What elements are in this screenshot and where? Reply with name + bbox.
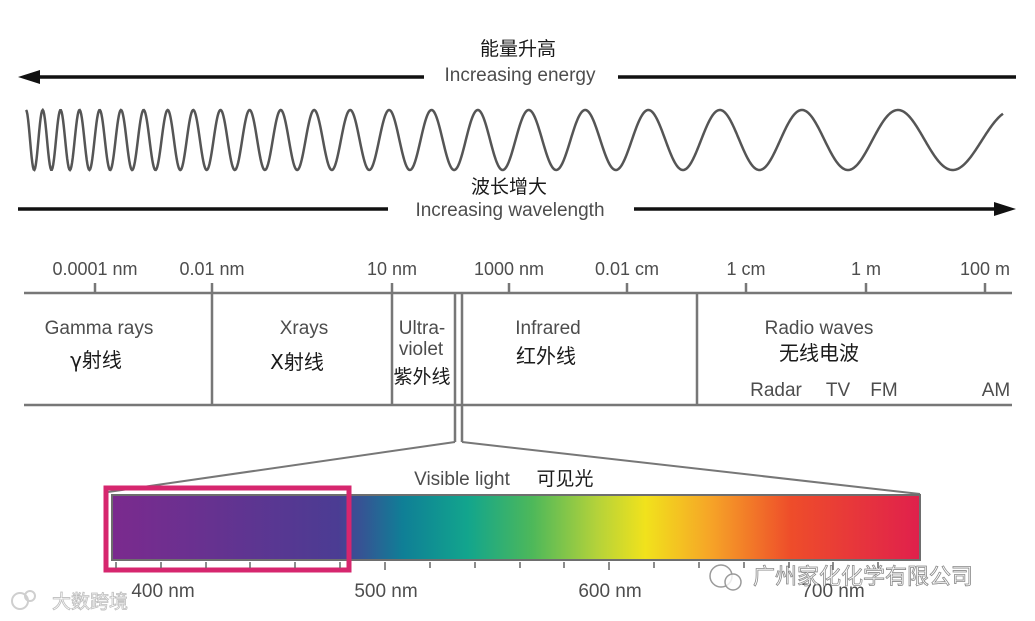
- nm-label: 400 nm: [131, 581, 194, 602]
- watermark-right-text: 广州家化化学有限公司: [753, 565, 973, 590]
- band-gamma-en: Gamma rays: [45, 318, 154, 339]
- scale-tick-label: 1 m: [851, 259, 881, 279]
- band-infrared-en: Infrared: [515, 318, 580, 339]
- radio-sub-radar: Radar: [750, 380, 802, 401]
- nm-label: 700 nm: [801, 581, 864, 602]
- wavelength-label-cn: 波长增大: [471, 176, 547, 198]
- scale-tick-label: 1 cm: [726, 259, 765, 279]
- band-infrared-cn: 红外线: [516, 344, 576, 368]
- scale-tick-label: 0.01 cm: [595, 259, 659, 279]
- violet-highlight-box: [103, 485, 352, 573]
- scale-tick-label: 1000 nm: [474, 259, 544, 279]
- zoom-connector-left: [107, 441, 456, 493]
- visible-light-label-en: Visible light: [414, 469, 510, 490]
- energy-arrow-head: [18, 70, 40, 84]
- band-radio-cn: 无线电波: [779, 341, 859, 365]
- radio-sub-am: AM: [982, 380, 1011, 401]
- energy-label-en: Increasing energy: [444, 65, 596, 86]
- wechat-icon: [724, 573, 742, 591]
- wave-curve: [24, 107, 1004, 172]
- band-uv-cn: 紫外线: [393, 366, 450, 388]
- visible-light-label-cn: 可见光: [536, 468, 593, 490]
- band-xray-en: Xrays: [280, 318, 329, 339]
- wavelength-label-en: Increasing wavelength: [415, 200, 604, 221]
- zoom-connector-right: [461, 441, 921, 495]
- radio-sub-fm: FM: [870, 380, 897, 401]
- watermark-left-text: 大数跨境: [52, 591, 128, 613]
- scale-tick-label: 10 nm: [367, 259, 417, 279]
- scale-tick-label: 100 m: [960, 259, 1010, 279]
- spectrum-band-table: [24, 283, 1012, 442]
- band-radio-en: Radio waves: [765, 318, 874, 339]
- watermark-right: 广州家化化学有限公司: [709, 564, 973, 591]
- visible-spectrum-bar: [111, 494, 921, 561]
- scale-tick-labels: 0.0001 nm 0.01 nm 10 nm 1000 nm 0.01 cm …: [52, 259, 1010, 279]
- energy-label-cn: 能量升高: [480, 38, 556, 60]
- nm-ticks: [115, 562, 879, 570]
- nm-label: 500 nm: [354, 581, 417, 602]
- scale-tick-label: 0.0001 nm: [52, 259, 137, 279]
- radio-sub-tv: TV: [826, 380, 851, 401]
- band-gamma-cn: γ射线: [70, 348, 122, 372]
- band-uv-en-line1: Ultra-: [399, 318, 445, 339]
- wavelength-arrow-head: [994, 202, 1016, 216]
- nm-label: 600 nm: [578, 581, 641, 602]
- band-xray-cn: X射线: [270, 350, 324, 374]
- band-uv-en-line2: violet: [399, 339, 444, 360]
- watermark-logo-icon: [24, 590, 36, 602]
- scale-tick-label: 0.01 nm: [179, 259, 244, 279]
- watermark-left: 大数跨境: [11, 590, 128, 613]
